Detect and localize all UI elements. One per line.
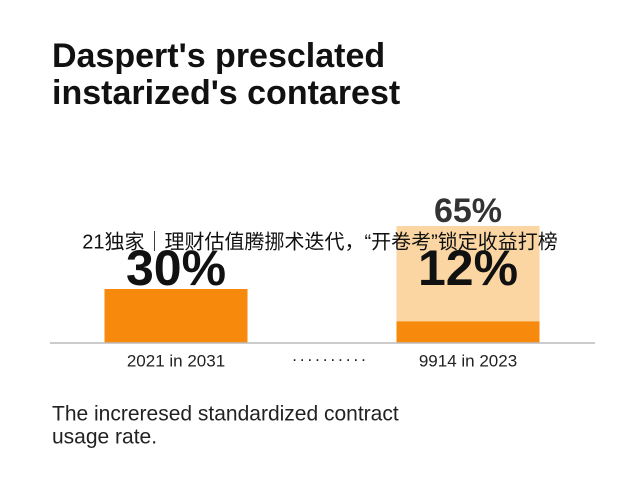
caption-line: The increresed standardized contract xyxy=(52,403,399,426)
x-tick-label: 9914 in 2023 xyxy=(419,351,517,370)
value-label: 65% xyxy=(434,192,502,230)
chart-title-line: Daspert's presclated xyxy=(52,37,385,75)
x-tick-label: 2021 in 2031 xyxy=(127,351,225,370)
value-label: 12% xyxy=(418,240,518,296)
dotted-separator: ·········· xyxy=(292,349,369,368)
bars xyxy=(104,226,540,343)
chart-title-line: instarized's contarest xyxy=(52,74,400,112)
overlay-headline: 21独家｜理财估值腾挪术迭代，“开卷考”锁定收益打榜 xyxy=(82,230,558,253)
bar xyxy=(104,289,248,343)
labels: 30% 12% 65% 2021 in 2031 9914 in 2023 xyxy=(126,192,518,371)
bar xyxy=(396,321,540,343)
value-label: 30% xyxy=(126,240,226,296)
caption-line: usage rate. xyxy=(52,426,157,449)
